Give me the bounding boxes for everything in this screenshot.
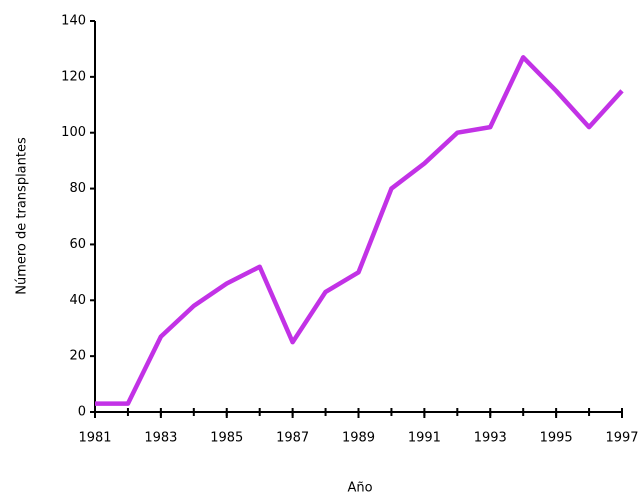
x-tick-label: 1989 [342,431,375,446]
y-tick-label: 40 [69,293,86,308]
x-tick-label: 1983 [144,431,177,446]
x-tick-label: 1993 [474,431,507,446]
y-tick-label: 80 [69,181,86,196]
x-tick-label: 1997 [605,431,638,446]
x-tick-label: 1995 [540,431,573,446]
y-axis-label: Número de transplantes [15,137,30,295]
y-tick-label: 20 [69,349,86,364]
x-tick-label: 1985 [210,431,243,446]
x-tick-label: 1981 [78,431,111,446]
y-tick-label: 0 [78,405,86,420]
y-tick-label: 100 [61,125,86,140]
x-tick-label: 1991 [408,431,441,446]
data-line [95,55,624,406]
x-axis-label: Año [347,481,372,496]
x-tick-label: 1987 [276,431,309,446]
y-tick-label: 60 [69,237,86,252]
y-tick-label: 120 [61,69,86,84]
y-tick-label: 140 [61,14,86,29]
